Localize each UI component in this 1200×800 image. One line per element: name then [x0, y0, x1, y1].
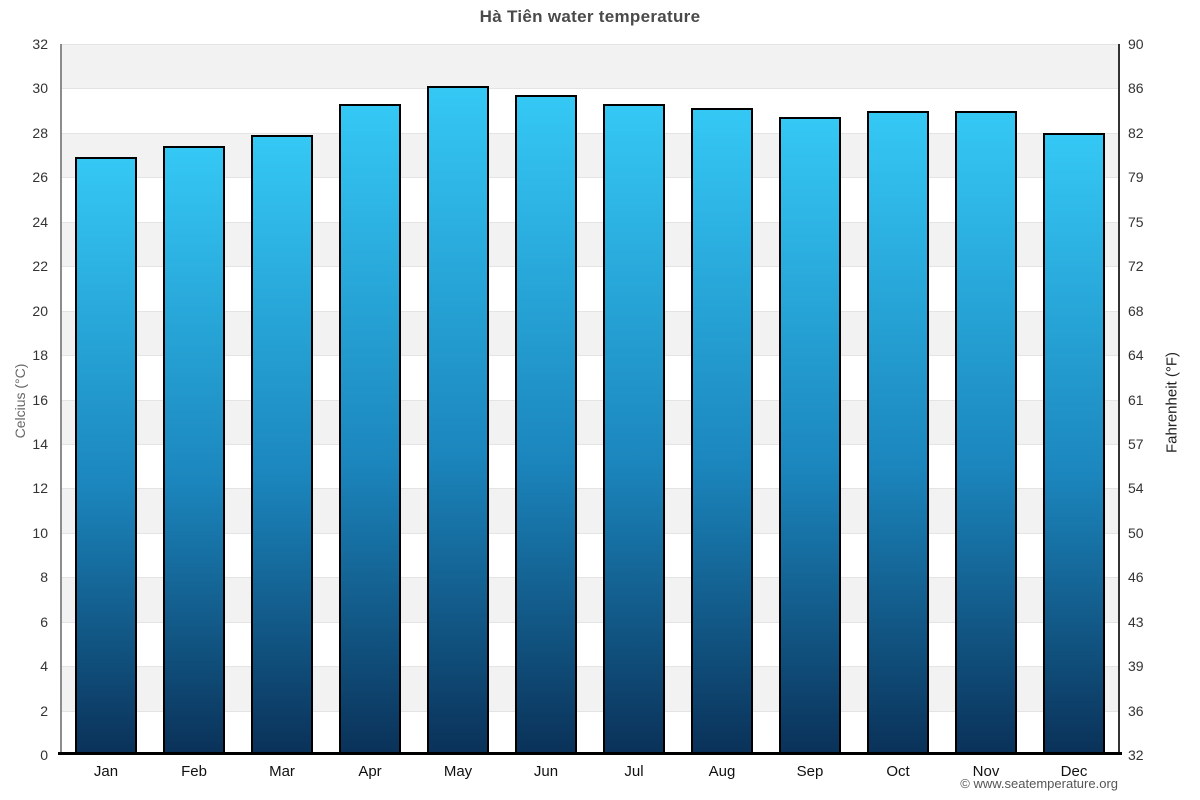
grid-band — [62, 310, 1118, 356]
grid-band — [62, 577, 1118, 622]
bar-jan[interactable] — [75, 157, 137, 755]
fahrenheit-tick-57: 57 — [1128, 435, 1144, 452]
bar-feb[interactable] — [163, 146, 225, 755]
celsius-tick-12: 12 — [32, 480, 48, 497]
bar-mar[interactable] — [251, 135, 313, 755]
grid-band — [62, 488, 1118, 533]
celsius-tick-30: 30 — [32, 80, 48, 97]
fahrenheit-tick-36: 36 — [1128, 702, 1144, 719]
grid-band — [62, 710, 1118, 755]
grid-band — [62, 88, 1118, 133]
grid-band — [62, 132, 1118, 178]
bar-sep[interactable] — [779, 117, 841, 755]
fahrenheit-tick-54: 54 — [1128, 480, 1144, 497]
grid-band — [62, 532, 1118, 578]
celsius-tick-18: 18 — [32, 347, 48, 364]
bar-nov[interactable] — [955, 110, 1017, 755]
fahrenheit-tick-50: 50 — [1128, 524, 1144, 541]
fahrenheit-tick-43: 43 — [1128, 613, 1144, 630]
fahrenheit-tick-68: 68 — [1128, 302, 1144, 319]
fahrenheit-tick-32: 32 — [1128, 747, 1144, 763]
celsius-tick-10: 10 — [32, 524, 48, 541]
celsius-tick-8: 8 — [40, 569, 48, 586]
grid-band — [62, 443, 1118, 489]
celsius-tick-0: 0 — [40, 747, 48, 763]
celsius-tick-32: 32 — [32, 36, 48, 52]
bar-oct[interactable] — [867, 110, 929, 755]
celsius-tick-6: 6 — [40, 613, 48, 630]
fahrenheit-tick-64: 64 — [1128, 347, 1144, 364]
grid-band — [62, 621, 1118, 667]
month-label-mar: Mar — [269, 763, 295, 780]
month-label-dec: Dec — [1060, 763, 1088, 780]
celsius-axis-title: Celcius (°C) — [12, 363, 28, 439]
month-label-oct: Oct — [886, 763, 910, 780]
fahrenheit-tick-90: 90 — [1128, 36, 1144, 52]
celsius-tick-24: 24 — [32, 213, 48, 230]
fahrenheit-tick-79: 79 — [1128, 169, 1144, 186]
fahrenheit-axis-line — [1118, 44, 1120, 755]
month-label-jan: Jan — [93, 763, 119, 780]
bar-may[interactable] — [427, 86, 489, 755]
chart-plot-area — [62, 44, 1118, 755]
celsius-tick-16: 16 — [32, 391, 48, 408]
month-label-feb: Feb — [181, 763, 207, 780]
month-label-jun: Jun — [533, 763, 559, 780]
grid-band — [62, 266, 1118, 311]
celsius-tick-22: 22 — [32, 258, 48, 275]
fahrenheit-tick-86: 86 — [1128, 80, 1144, 97]
month-label-apr: Apr — [358, 763, 382, 780]
month-label-nov: Nov — [972, 763, 1000, 780]
fahrenheit-tick-82: 82 — [1128, 124, 1144, 141]
celsius-tick-4: 4 — [40, 658, 48, 675]
grid-band — [62, 355, 1118, 400]
month-label-aug: Aug — [708, 763, 736, 780]
fahrenheit-tick-75: 75 — [1128, 213, 1144, 230]
grid-band — [62, 666, 1118, 711]
bar-aug[interactable] — [691, 108, 753, 755]
bar-dec[interactable] — [1043, 132, 1105, 755]
grid-band — [62, 177, 1118, 222]
month-label-may: May — [443, 763, 473, 780]
bar-apr[interactable] — [339, 103, 401, 755]
chart-title: Hà Tiên water temperature — [479, 7, 701, 26]
month-label-sep: Sep — [796, 763, 824, 780]
fahrenheit-tick-61: 61 — [1128, 391, 1144, 408]
fahrenheit-tick-46: 46 — [1128, 569, 1144, 586]
celsius-tick-2: 2 — [40, 702, 48, 719]
celsius-tick-20: 20 — [32, 302, 48, 319]
celsius-tick-14: 14 — [32, 435, 48, 452]
grid-band — [62, 44, 1118, 89]
grid-band — [62, 221, 1118, 267]
month-label-jul: Jul — [624, 763, 644, 780]
copyright-attribution: © www.seatemperature.org — [960, 776, 1118, 791]
grid-band — [62, 399, 1118, 444]
fahrenheit-axis-title: Fahrenheit (°F) — [1163, 351, 1181, 454]
fahrenheit-tick-72: 72 — [1128, 258, 1144, 275]
bar-jun[interactable] — [515, 95, 577, 755]
fahrenheit-tick-39: 39 — [1128, 658, 1144, 675]
celsius-tick-28: 28 — [32, 124, 48, 141]
x-axis-baseline — [58, 752, 1122, 755]
celsius-tick-26: 26 — [32, 169, 48, 186]
celsius-axis-line — [60, 44, 62, 755]
bar-jul[interactable] — [603, 103, 665, 755]
